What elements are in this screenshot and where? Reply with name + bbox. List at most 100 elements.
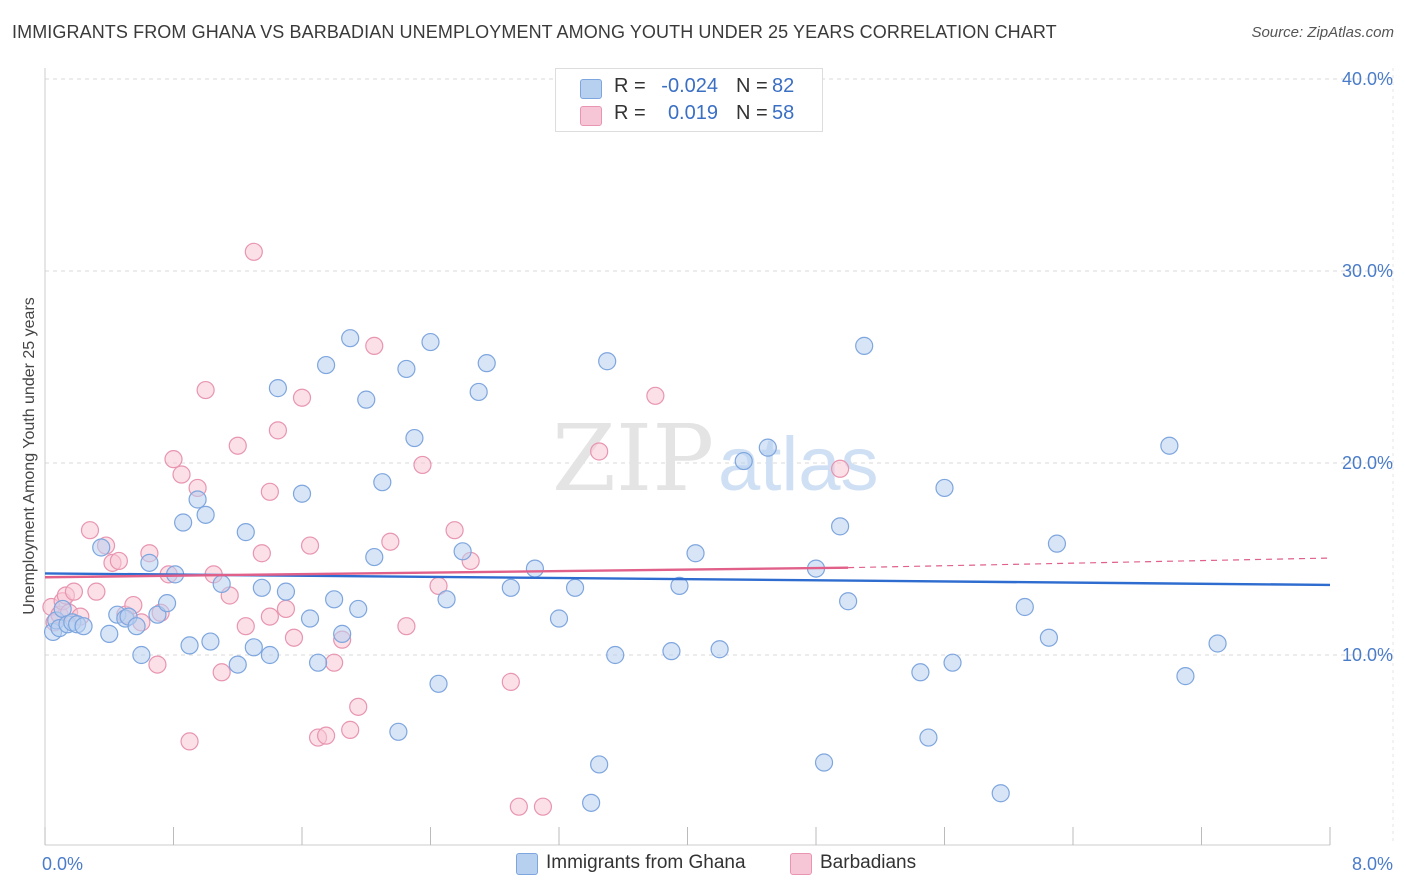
ghana-point — [92, 538, 111, 557]
bottom-legend-label-ghana: Immigrants from Ghana — [546, 852, 746, 873]
barbadians-point — [533, 797, 553, 816]
barbadians-point — [397, 617, 416, 636]
barbadians-point — [276, 599, 296, 619]
ghana-point — [100, 624, 119, 643]
barbadians-point — [196, 380, 215, 400]
barbadians-point — [646, 386, 665, 405]
ghana-point — [437, 590, 456, 609]
ghana-point — [686, 544, 705, 563]
barbadians-point — [64, 582, 84, 601]
barbadians-point — [509, 797, 528, 816]
trendlines — [44, 557, 1331, 587]
ghana-point — [991, 784, 1010, 803]
barbadians-point — [252, 544, 271, 563]
barbadians-point — [292, 388, 312, 407]
ghana-point — [349, 599, 368, 619]
ghana-point — [670, 576, 689, 595]
barbadians-point — [445, 521, 464, 540]
barbadians-trendline — [848, 557, 1331, 569]
y-tick-label: 30.0% — [1342, 261, 1393, 281]
ghana-point — [174, 513, 193, 532]
ghana-point — [935, 478, 954, 498]
x-tick-label: 0.0% — [42, 854, 83, 874]
legend-n-value: 82 — [772, 75, 795, 97]
ghana-point — [598, 352, 617, 371]
y-tick-label: 20.0% — [1342, 453, 1393, 473]
barbadians-point — [164, 450, 183, 469]
ghana-point — [341, 329, 360, 348]
ghana-point — [236, 523, 255, 542]
y-axis-label: Unemployment Among Youth under 25 years — [21, 297, 38, 615]
barbadians-point — [501, 672, 520, 691]
barbadians-point — [80, 521, 100, 540]
barbadians-point — [260, 607, 279, 626]
ghana-point — [373, 473, 392, 492]
ghana-point — [1208, 634, 1227, 653]
ghana-point — [549, 609, 569, 628]
barbadians-trendline — [44, 566, 849, 579]
barbadians-point — [260, 482, 279, 501]
barbadians-point — [341, 720, 360, 739]
barbadians-point — [349, 697, 368, 716]
ghana-point — [188, 490, 207, 509]
ghana-point — [300, 609, 320, 628]
legend-swatch-barbadians — [580, 106, 602, 126]
axes — [44, 68, 1394, 846]
ghana-point — [201, 632, 220, 651]
ghana-point — [1176, 667, 1195, 686]
barbadians-point — [381, 532, 400, 551]
ghana-point — [830, 517, 850, 536]
ghana-points — [43, 329, 1227, 812]
bottom-legend-swatch-barbadians — [790, 853, 812, 875]
ghana-point — [911, 663, 930, 682]
ghana-point — [662, 642, 681, 661]
barbadians-point — [413, 455, 432, 475]
barbadians-point — [268, 421, 288, 440]
ghana-point — [405, 428, 424, 448]
x-tick-labels: 0.0% 8.0% — [42, 854, 1393, 874]
ghana-point — [839, 592, 858, 611]
ghana-point — [316, 355, 336, 375]
barbadians-point — [87, 582, 106, 601]
ghana-point — [325, 590, 344, 609]
ghana-point — [180, 636, 199, 655]
legend-n-label: N = — [736, 102, 768, 124]
ghana-point — [469, 382, 488, 402]
ghana-point — [758, 438, 777, 457]
ghana-point — [429, 674, 448, 693]
legend-r-value: 0.019 — [667, 102, 718, 124]
barbadians-point — [244, 242, 263, 261]
barbadians-point — [300, 536, 320, 555]
ghana-point — [397, 359, 416, 379]
ghana-point — [292, 484, 312, 503]
ghana-point — [734, 451, 753, 471]
ghana-point — [157, 594, 177, 613]
legend-n-value: 58 — [772, 102, 795, 124]
ghana-point — [421, 332, 440, 352]
ghana-point — [212, 574, 231, 594]
ghana-point — [260, 645, 279, 665]
barbadians-point — [325, 653, 344, 672]
ghana-point — [308, 653, 328, 672]
y-tick-label: 40.0% — [1342, 69, 1393, 89]
barbadians-point — [172, 465, 191, 484]
barbadians-point — [365, 336, 384, 355]
barbadians-point — [590, 442, 609, 461]
legend-n-label: N = — [736, 75, 768, 97]
ghana-point — [855, 336, 874, 355]
watermark-zip: ZIP — [552, 405, 714, 512]
barbadians-point — [830, 459, 850, 478]
ghana-point — [276, 582, 296, 601]
ghana-point — [943, 653, 962, 672]
ghana-point — [252, 578, 271, 597]
y-tick-label: 10.0% — [1342, 645, 1393, 665]
ghana-point — [333, 624, 352, 643]
ghana-point — [196, 505, 215, 524]
source-label: Source: ZipAtlas.com — [1251, 24, 1394, 41]
barbadians-point — [284, 628, 304, 647]
ghana-point — [590, 755, 609, 774]
ghana-point — [477, 354, 496, 373]
correlation-legend: R = -0.024 N = 82 R = 0.019 N = 58 — [555, 68, 823, 132]
ghana-point — [140, 553, 159, 572]
